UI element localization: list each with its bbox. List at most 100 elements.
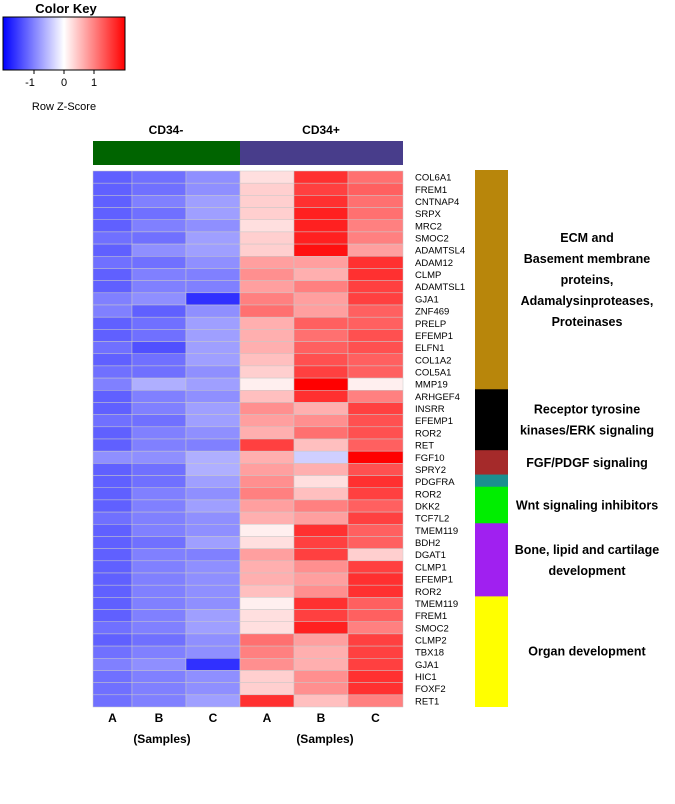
heatmap-cell — [131, 377, 187, 391]
heatmap-cell — [347, 645, 404, 659]
gene-label: ROR2 — [415, 428, 441, 439]
gene-label: COL1A2 — [415, 355, 451, 366]
heatmap-cell — [131, 487, 187, 501]
heatmap-cell — [239, 511, 295, 525]
heatmap-cell — [92, 463, 133, 476]
heatmap-cell — [293, 572, 349, 586]
heatmap-cell — [131, 402, 187, 415]
heatmap-cell — [131, 292, 187, 306]
heatmap-cell — [239, 499, 295, 513]
heatmap-cell — [131, 584, 187, 598]
color-key-tick-label: -1 — [25, 77, 35, 89]
heatmap-cell — [293, 511, 349, 525]
gene-label: EFEMP1 — [415, 331, 453, 342]
heatmap-cell — [293, 280, 349, 294]
gene-label: CLMP2 — [415, 636, 447, 647]
gene-label: FREM1 — [415, 185, 447, 196]
gene-label: TMEM119 — [415, 526, 458, 537]
heatmap-cell — [293, 414, 349, 428]
column-label: B — [155, 711, 164, 725]
group-bar-cd34-pos — [240, 141, 403, 165]
heatmap-cell — [185, 560, 241, 574]
heatmap-cell — [347, 390, 404, 403]
category-bar — [475, 596, 508, 707]
heatmap-cell — [293, 682, 349, 696]
heatmap-cell — [347, 353, 404, 367]
heatmap-cell — [185, 438, 241, 452]
heatmap-cell — [185, 365, 241, 379]
heatmap-cell — [347, 584, 404, 598]
category-bars: ECM and Basement membrane proteins, Adamaly… — [475, 170, 659, 707]
heatmap-cell — [131, 670, 187, 683]
heatmap-cell — [131, 645, 187, 659]
heatmap-cell — [293, 524, 349, 537]
heatmap-cell — [293, 487, 349, 501]
heatmap-cell — [239, 353, 295, 367]
column-label: C — [209, 711, 218, 725]
heatmap-cell — [92, 682, 133, 696]
heatmap-cell — [239, 694, 295, 708]
gene-label: RET1 — [415, 696, 439, 707]
heatmap-cell — [347, 256, 404, 269]
heatmap-cell — [185, 329, 241, 342]
heatmap-cell — [185, 645, 241, 659]
heatmap-cell — [185, 463, 241, 476]
heatmap-cell — [293, 390, 349, 403]
gene-label: EFEMP1 — [415, 416, 453, 427]
heatmap-cell — [92, 597, 133, 610]
heatmap-cell — [92, 341, 133, 354]
category-bar — [475, 474, 508, 488]
heatmap-cell — [293, 548, 349, 562]
gene-label: DGAT1 — [415, 550, 446, 561]
heatmap-cell — [347, 524, 404, 537]
heatmap-cell — [239, 316, 295, 330]
heatmap-cell — [92, 316, 133, 330]
heatmap-cell — [347, 560, 404, 574]
heatmap-cell — [131, 268, 187, 281]
heatmap-cell — [92, 243, 133, 257]
gene-label: ADAMTSL4 — [415, 246, 465, 257]
heatmap-cell — [239, 426, 295, 440]
heatmap-cell — [347, 304, 404, 318]
heatmap-cell — [347, 231, 404, 245]
gene-label: MRC2 — [415, 221, 442, 232]
heatmap-cell — [185, 292, 241, 306]
heatmap-cell — [131, 548, 187, 562]
heatmap-cell — [185, 268, 241, 281]
heatmap-cell — [347, 621, 404, 635]
heatmap-cell — [185, 572, 241, 586]
heatmap-cell — [185, 341, 241, 354]
heatmap-cell — [131, 341, 187, 354]
heatmap-cell — [293, 621, 349, 635]
heatmap-cell — [185, 390, 241, 403]
heatmap-cell — [131, 243, 187, 257]
gene-label: COL5A1 — [415, 368, 451, 379]
heatmap-cell — [239, 560, 295, 574]
category-label: FGF/PDGF signaling — [526, 456, 648, 470]
heatmap-cell — [185, 536, 241, 549]
heatmap-cell — [239, 414, 295, 428]
gene-label: ROR2 — [415, 489, 441, 500]
heatmap-cell — [293, 584, 349, 598]
heatmap-cell — [131, 414, 187, 428]
gene-label: COL6A1 — [415, 173, 451, 184]
gene-label: ZNF469 — [415, 307, 449, 318]
heatmap-cell — [347, 182, 404, 196]
heatmap-cell — [131, 572, 187, 586]
heatmap-cell — [131, 536, 187, 549]
heatmap-cell — [185, 511, 241, 525]
column-label: C — [371, 711, 380, 725]
heatmap-cell — [293, 438, 349, 452]
heatmap-cell — [239, 487, 295, 501]
gene-label: GJA1 — [415, 660, 439, 671]
heatmap-cell — [239, 231, 295, 245]
heatmap-cell — [92, 390, 133, 403]
heatmap-cell — [347, 499, 404, 513]
heatmap-cell — [131, 365, 187, 379]
column-label: B — [317, 711, 326, 725]
heatmap-cell — [131, 353, 187, 367]
heatmap-cell — [293, 316, 349, 330]
heatmap-cell — [92, 548, 133, 562]
